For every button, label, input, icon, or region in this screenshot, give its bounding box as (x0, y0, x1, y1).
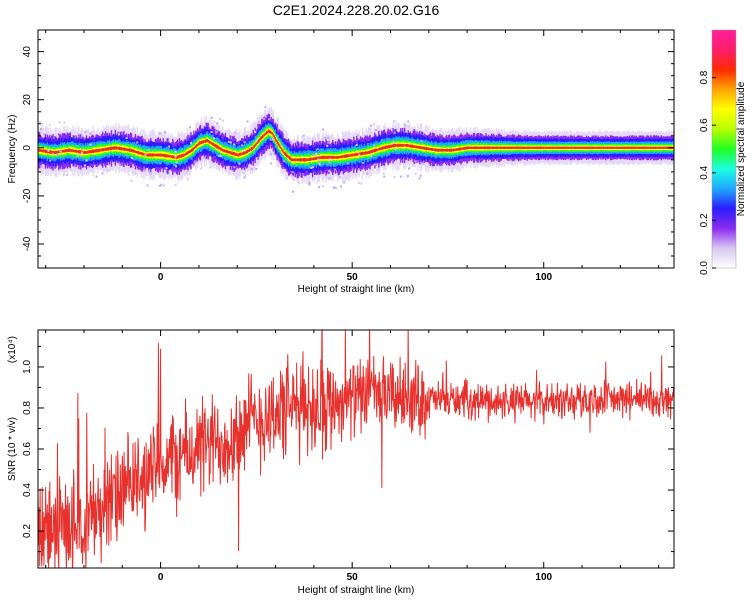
x-tick-label: 0 (158, 572, 164, 583)
x-tick-label: 100 (535, 272, 552, 283)
snr-panel: 0 50 100 0.2 0.4 0.6 0.8 1.0 Height of straight… (7, 329, 675, 596)
colorbar-tick-label: 0.0 (699, 261, 710, 275)
spectrogram-ticks: 0 50 100 -40 -20 0 20 40 (22, 30, 674, 283)
y-tick-label: -40 (22, 236, 33, 251)
page-title: C2E1.2024.228.20.02.G16 (273, 2, 440, 18)
x-tick-label: 50 (347, 572, 359, 583)
spectrogram-ylabel: Frequency (Hz) (7, 115, 18, 184)
spectrogram-frame (37, 29, 675, 269)
snr-multiplier: (x10⁴) (7, 336, 18, 363)
y-tick-label: 0.4 (22, 483, 33, 497)
y-tick-label: 0.2 (22, 524, 33, 538)
x-tick-label: 50 (347, 272, 359, 283)
spectrogram-speckles (39, 106, 423, 193)
colorbar-tick-label: 0.8 (699, 70, 710, 84)
colorbar-tick-label: 0.4 (699, 165, 710, 179)
spectrogram-xlabel: Height of straight line (km) (298, 284, 415, 295)
y-tick-label: -20 (22, 188, 33, 203)
snr-xlabel: Height of straight line (km) (298, 585, 415, 596)
colorbar-gradient (712, 30, 736, 268)
x-tick-label: 100 (535, 572, 552, 583)
spectrogram-panel: 0 50 100 -40 -20 0 20 40 Height of straight lin… (7, 29, 675, 295)
y-tick-label: 0 (22, 145, 33, 151)
colorbar-tick-label: 0.2 (699, 213, 710, 227)
y-tick-label: 1.0 (22, 360, 33, 374)
snr-series-line (38, 330, 674, 568)
x-tick-label: 0 (158, 272, 164, 283)
colorbar-tick-label: 0.6 (699, 118, 710, 132)
y-tick-label: 0.6 (22, 442, 33, 456)
colorbar-label: Normalized spectral amplitude (736, 81, 747, 216)
spectrogram-image (38, 106, 674, 193)
snr-ylabel: SNR (10 * v/v) (7, 417, 18, 481)
colorbar-ticks: 0.0 0.2 0.4 0.6 0.8 (699, 70, 716, 275)
y-tick-label: 20 (22, 94, 33, 106)
y-tick-label: 0.8 (22, 401, 33, 415)
colorbar: 0.0 0.2 0.4 0.6 0.8 Normalized spectral ampl… (699, 29, 747, 275)
snr-ticks: 0 50 100 0.2 0.4 0.6 0.8 1.0 (22, 330, 674, 583)
spectrogram-band-6 (38, 129, 674, 162)
y-tick-label: 40 (22, 46, 33, 58)
colorbar-frame (711, 29, 737, 269)
